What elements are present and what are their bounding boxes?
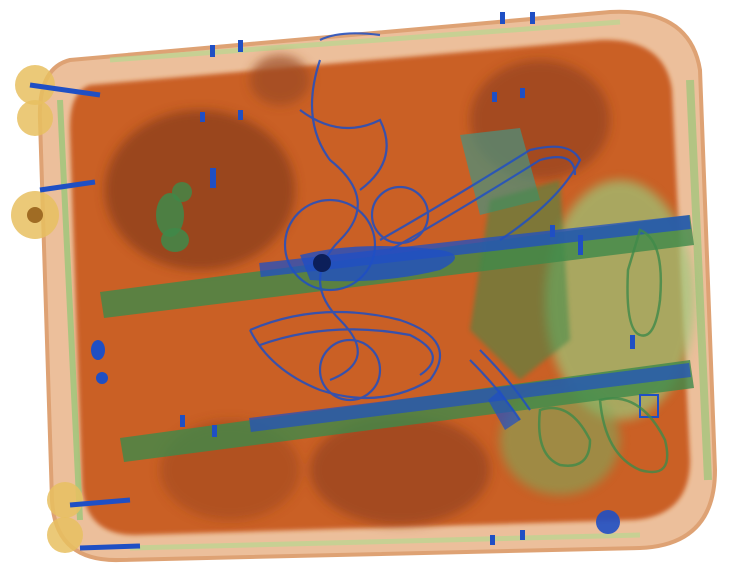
metal-fasteners — [91, 12, 659, 545]
wheel-mid-left — [11, 179, 96, 239]
wheel-top-left — [15, 65, 101, 136]
metal-device — [300, 246, 520, 430]
wheels — [11, 65, 620, 553]
metal-wiring — [249, 32, 582, 421]
wheel-bottom-left — [47, 482, 141, 553]
wheel-bottom-right — [596, 510, 620, 534]
footwear-items — [538, 228, 669, 474]
organic-items — [105, 55, 610, 525]
